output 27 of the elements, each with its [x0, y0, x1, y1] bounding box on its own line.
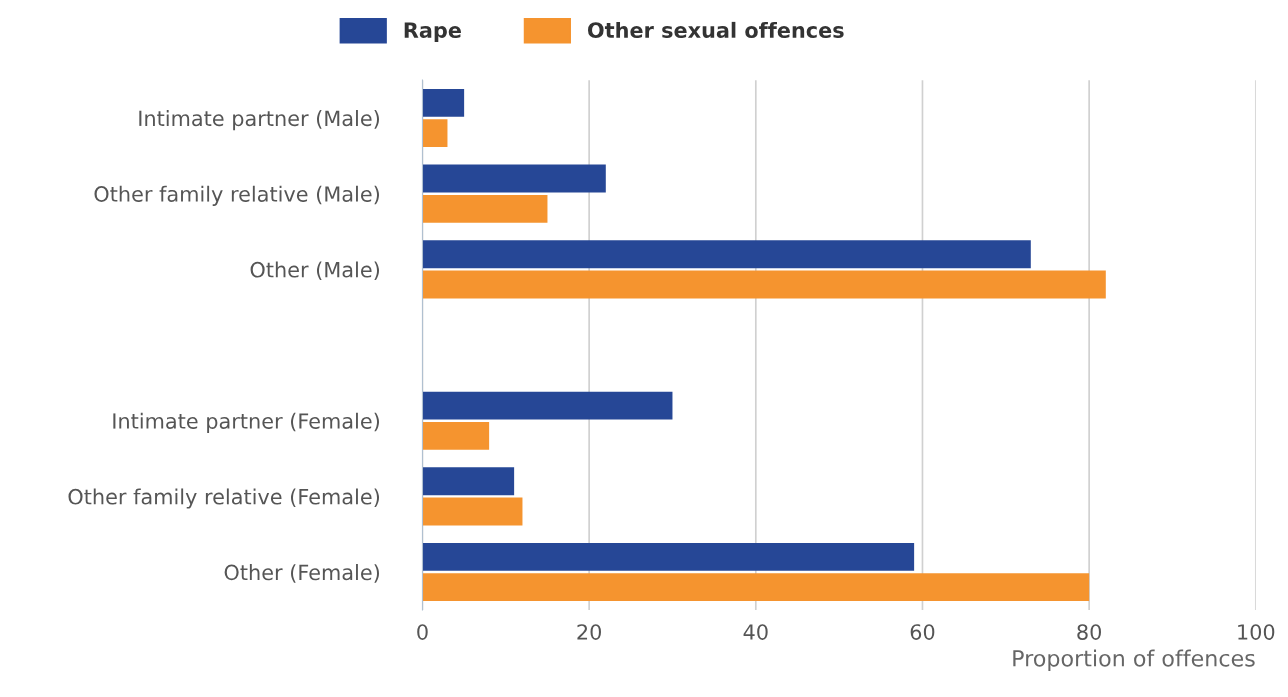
bar [422, 164, 606, 193]
legend-label: Rape [404, 22, 461, 43]
bar [422, 240, 1031, 269]
bar [422, 467, 515, 496]
bar [422, 542, 915, 571]
y-tick-label: Intimate partner (Female) [113, 412, 380, 433]
bar [422, 194, 548, 223]
bar [422, 573, 1090, 602]
y-tick-label: Other family relative (Female) [68, 488, 380, 509]
x-tick-label: 40 [743, 624, 768, 640]
y-tick-label: Other (Female) [224, 564, 380, 583]
x-tick-label: 20 [577, 624, 601, 640]
bar [422, 391, 673, 420]
x-tick-label: 0 [417, 624, 428, 640]
x-axis-title: Proportion of offences [1013, 649, 1255, 671]
x-tick-label: 80 [1077, 624, 1101, 640]
bar [422, 270, 1106, 299]
bar [422, 421, 490, 450]
x-tick-label: 60 [910, 624, 935, 640]
bar [422, 88, 465, 117]
x-tick-label: 100 [1238, 624, 1275, 640]
bar [422, 497, 523, 526]
y-tick-label: Other (Male) [250, 261, 380, 280]
y-tick-label: Intimate partner (Male) [139, 110, 380, 131]
legend-label: Other sexual offences [588, 21, 844, 38]
y-tick-label: Other family relative (Male) [94, 185, 380, 206]
bar [422, 119, 448, 148]
